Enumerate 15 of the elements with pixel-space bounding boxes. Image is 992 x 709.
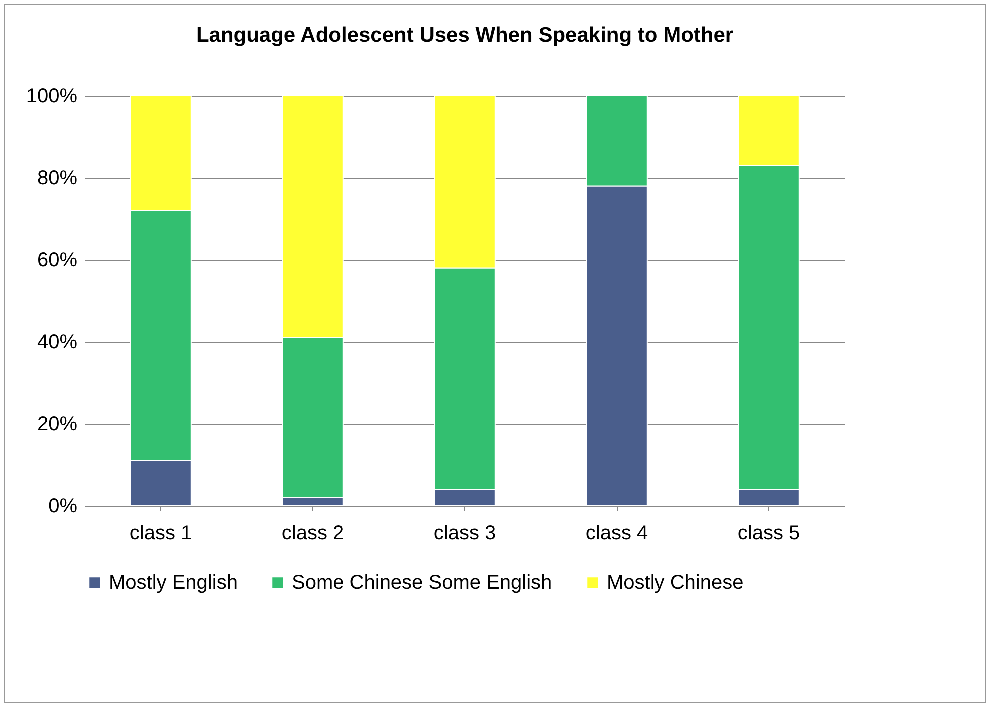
y-tick-label: 40% (37, 332, 78, 354)
legend-label: Some Chinese Some English (292, 572, 552, 594)
x-tick-label: class 2 (282, 522, 344, 544)
x-tick-label: class 4 (586, 522, 648, 544)
x-tick-label: class 1 (130, 522, 192, 544)
x-tick-label: class 3 (434, 522, 496, 544)
y-tick-label: 80% (37, 168, 78, 190)
y-tick-label: 0% (48, 496, 78, 518)
y-tick-label: 60% (37, 250, 78, 272)
legend-label: Mostly English (109, 572, 238, 594)
chart-title: Language Adolescent Uses When Speaking to Mother (196, 24, 734, 47)
x-tick-label: class 5 (738, 522, 800, 544)
y-tick-label: 20% (37, 414, 78, 436)
y-tick-label: 100% (26, 86, 78, 108)
legend-label: Mostly Chinese (607, 572, 744, 594)
